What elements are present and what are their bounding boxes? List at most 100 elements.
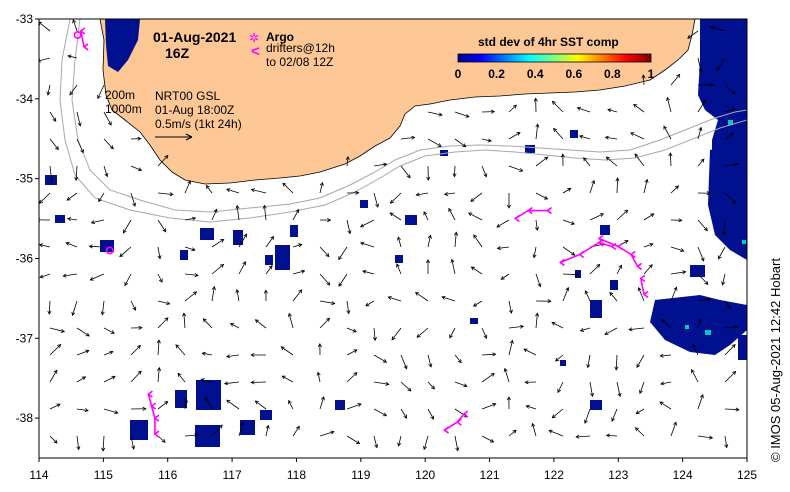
current-vector-head: [205, 184, 210, 190]
current-vector: [416, 327, 429, 338]
current-vector: [557, 381, 564, 393]
current-vector-head: [331, 301, 336, 306]
current-vector-head: [374, 444, 379, 449]
current-vector: [636, 408, 645, 414]
current-vector: [508, 340, 513, 356]
current-vector: [69, 84, 78, 96]
current-vector: [607, 109, 618, 113]
current-vector-head: [583, 157, 588, 162]
drifter-marker: [636, 262, 643, 271]
current-vector: [391, 327, 402, 341]
current-vector-head: [576, 106, 581, 111]
current-vector-head: [225, 188, 231, 193]
current-vector-head: [615, 177, 620, 182]
current-vector-head: [449, 334, 453, 339]
current-vector-head: [578, 134, 584, 139]
current-vector-head: [455, 447, 460, 452]
y-tick-label: -38: [16, 411, 34, 425]
current-vector: [606, 156, 618, 167]
current-vector: [255, 319, 267, 329]
current-vector-head: [65, 241, 70, 246]
current-vector-head: [137, 167, 143, 172]
current-vector: [535, 273, 541, 287]
current-vector: [669, 153, 672, 167]
current-vector: [643, 213, 654, 221]
current-vector: [47, 84, 51, 95]
current-vector: [72, 300, 78, 316]
current-vector-head: [607, 108, 612, 113]
current-vector: [76, 408, 89, 411]
current-vector-head: [496, 223, 501, 228]
current-vector-head: [325, 317, 331, 322]
current-vector-head: [90, 220, 96, 225]
current-vector-head: [604, 135, 609, 140]
current-vector: [157, 300, 170, 305]
current-vector: [346, 349, 358, 356]
current-vector: [292, 289, 303, 302]
current-vector: [319, 396, 325, 410]
sst-patches: [45, 19, 747, 447]
current-vector: [264, 205, 267, 221]
current-vector: [76, 350, 89, 356]
current-vector-head: [407, 387, 412, 392]
credit-text: © IMOS 05-Aug-2021 12:42 Hobart: [768, 258, 783, 462]
current-vector-head: [243, 233, 248, 238]
current-vector: [629, 327, 645, 331]
current-vector: [454, 111, 470, 118]
current-vector-head: [547, 299, 552, 304]
current-vector-head: [110, 330, 115, 334]
current-vector: [562, 219, 575, 225]
x-tick-label: 119: [351, 468, 370, 482]
current-vector-head: [397, 442, 402, 447]
current-vector: [508, 104, 517, 113]
current-vector-head: [427, 234, 432, 239]
current-vector: [660, 318, 672, 329]
current-vector-head: [604, 331, 609, 335]
current-vector-head: [470, 266, 475, 271]
current-vector-head: [138, 325, 143, 330]
current-vector: [470, 192, 483, 202]
current-vector: [91, 219, 105, 224]
x-tick-label: 115: [94, 468, 113, 482]
current-vector-head: [731, 107, 736, 112]
current-vector: [211, 286, 215, 302]
current-vector-head: [265, 424, 270, 429]
current-vector: [211, 424, 223, 437]
current-vector-head: [706, 297, 712, 302]
current-vector-head: [648, 264, 653, 269]
current-vector-head: [142, 406, 147, 411]
current-vector: [211, 209, 218, 221]
current-vector-head: [506, 396, 511, 401]
current-vector-head: [220, 238, 225, 243]
current-vector-head: [492, 352, 497, 357]
current-vector-head: [663, 125, 668, 130]
current-vector-head: [533, 97, 538, 102]
current-vector-head: [465, 113, 470, 118]
y-tick-label: -33: [16, 12, 34, 26]
current-vector-head: [423, 211, 428, 216]
current-vector: [255, 400, 267, 410]
current-vector-head: [220, 263, 225, 268]
current-vector-head: [250, 188, 255, 193]
current-vector: [365, 300, 375, 307]
current-vector-head: [270, 235, 275, 241]
current-vector: [319, 246, 330, 257]
current-vector-head: [450, 258, 455, 263]
current-vector-head: [674, 185, 680, 190]
current-vector: [552, 408, 564, 419]
current-vector: [346, 300, 350, 314]
current-vector-head: [356, 440, 361, 445]
current-vector-head: [551, 414, 556, 419]
y-tick-label: -37: [16, 331, 34, 345]
current-vector-head: [156, 339, 161, 344]
current-vector: [508, 132, 521, 140]
current-vector-head: [490, 438, 495, 443]
current-vector-head: [731, 343, 736, 349]
current-vector: [362, 270, 375, 275]
current-vector: [400, 381, 412, 392]
current-vector: [589, 180, 595, 194]
current-vector-head: [535, 312, 540, 317]
current-vector: [49, 435, 58, 444]
current-vector-head: [732, 199, 737, 204]
current-vector-head: [177, 372, 182, 377]
